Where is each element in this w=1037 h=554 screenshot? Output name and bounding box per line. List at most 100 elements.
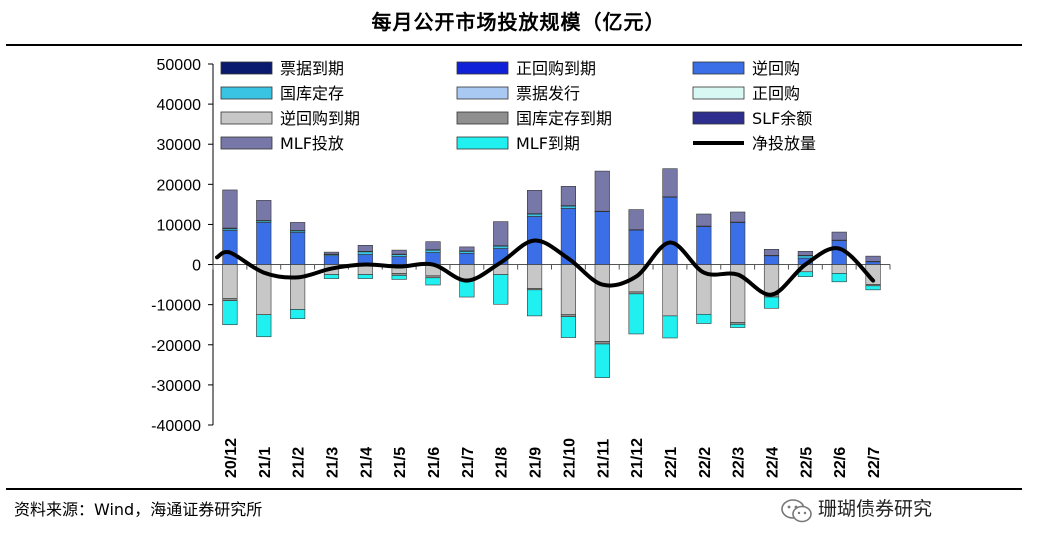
y-tick-label: 30000 (157, 137, 202, 154)
bar-segment (763, 249, 780, 256)
x-tick-label: 21/1 (257, 447, 274, 478)
x-tick-label: 21/12 (629, 438, 646, 478)
x-tick-label: 21/2 (291, 447, 308, 478)
bar-segment (594, 343, 610, 378)
x-tick-label: 22/2 (697, 447, 714, 478)
bar-segment (730, 222, 746, 265)
legend-swatch (456, 111, 509, 125)
bar-segment (323, 274, 340, 279)
bar-segment (357, 245, 373, 252)
x-tick-label: 22/6 (832, 447, 849, 478)
bar-segment (594, 341, 610, 345)
x-tick-label: 21/9 (528, 447, 545, 478)
x-tick-label: 21/4 (358, 447, 375, 478)
bar-segment (831, 231, 847, 241)
bar-segment (628, 293, 644, 335)
bar-segment (763, 264, 780, 295)
legend-label: 逆回购到期 (280, 109, 360, 128)
bar-segment (222, 264, 238, 299)
y-tick-label: -40000 (151, 418, 201, 435)
y-tick-label: -20000 (151, 338, 201, 355)
legend-swatch (692, 61, 745, 75)
y-tick-label: 40000 (157, 97, 202, 114)
bar-segment (560, 186, 577, 206)
bar-segment (560, 264, 577, 315)
bar-segment (594, 264, 610, 342)
bar-segment (662, 315, 678, 339)
bar-segment (831, 264, 847, 274)
legend-swatch (456, 61, 509, 75)
bar-segment (290, 222, 306, 231)
legend-label: 国库定存到期 (516, 109, 612, 128)
y-tick-label: 10000 (157, 217, 202, 234)
bar-segment (662, 196, 678, 265)
bar-segment (222, 189, 238, 229)
legend-label: 正回购 (752, 84, 800, 103)
bar-segment (730, 322, 746, 325)
bar-segment (662, 264, 678, 317)
y-tick-label: 20000 (157, 177, 202, 194)
bar-segment (222, 300, 238, 326)
net-investment-line (215, 238, 876, 297)
bar-segment (526, 264, 543, 289)
bar-segment (425, 277, 441, 286)
legend-label: 票据到期 (280, 59, 344, 78)
bar-segment (290, 264, 306, 310)
legend-swatch (220, 136, 273, 150)
bar-segment (560, 314, 577, 318)
bar-segment (628, 291, 644, 295)
x-tick-label: 21/7 (460, 447, 477, 478)
x-tick-label: 22/4 (765, 447, 782, 478)
legend-label: 国库定存 (280, 84, 344, 103)
bar-segment (222, 230, 238, 265)
bar-segment (459, 264, 475, 280)
legend-swatch (692, 111, 745, 125)
legend-label: MLF投放 (280, 134, 344, 153)
x-tick-label: 22/1 (663, 447, 680, 478)
bar-segment (797, 271, 813, 277)
bar-segment (730, 211, 746, 223)
legend-swatch (456, 136, 509, 150)
legend-label: MLF到期 (516, 134, 580, 153)
bar-segment (256, 200, 272, 221)
bar-segment (865, 261, 881, 265)
bar-segment (628, 229, 644, 265)
bar-segment (763, 296, 780, 309)
x-tick-label: 22/5 (798, 447, 815, 478)
bar-segment (526, 289, 543, 317)
y-tick-label: -30000 (151, 378, 201, 395)
bar-segment (797, 251, 813, 256)
bar-segment (730, 324, 746, 328)
bar-segment (865, 255, 881, 262)
bar-segment (662, 168, 678, 198)
bar-segment (357, 251, 373, 255)
wechat-icon (781, 499, 812, 523)
legend-label: 逆回购 (752, 59, 800, 78)
legend-label: 净投放量 (752, 134, 816, 153)
bar-segment (391, 256, 407, 265)
bar-segment (628, 209, 644, 230)
brand-name: 珊瑚债券研究 (818, 498, 933, 520)
bar-segment (323, 255, 340, 265)
bar-segment (290, 232, 306, 265)
bar-segment (256, 314, 272, 338)
x-tick-label: 21/8 (494, 447, 511, 478)
x-tick-label: 21/3 (324, 447, 341, 478)
x-tick-label: 21/5 (392, 447, 409, 478)
bar-segment (425, 275, 441, 279)
legend-label: SLF余额 (752, 109, 812, 128)
bar-segment (696, 313, 712, 324)
legend-swatch (220, 61, 273, 75)
bar-segment (763, 255, 780, 265)
legend-swatch (220, 86, 273, 100)
bar-segment (594, 211, 610, 265)
x-tick-label: 21/10 (561, 438, 578, 478)
x-tick-label: 22/7 (866, 447, 883, 478)
source-note: 资料来源：Wind，海通证券研究所 (14, 500, 263, 519)
bar-segment (425, 241, 441, 251)
bar-segment (493, 274, 509, 305)
bar-segment (290, 309, 306, 320)
legend-swatch (692, 86, 745, 100)
chart-title: 每月公开市场投放规模（亿元） (371, 10, 666, 34)
